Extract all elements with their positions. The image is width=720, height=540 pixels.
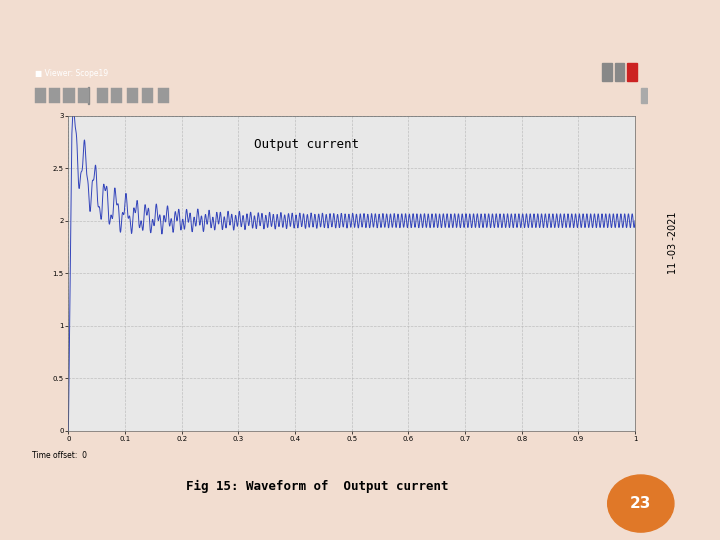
Bar xyxy=(97,88,108,103)
Bar xyxy=(641,89,647,103)
Text: 11 -03 -2021: 11 -03 -2021 xyxy=(668,212,678,274)
Bar xyxy=(602,63,612,82)
Bar xyxy=(111,88,122,103)
Text: Fig 15: Waveform of  Output current: Fig 15: Waveform of Output current xyxy=(186,480,448,492)
Text: 23: 23 xyxy=(630,496,652,511)
Bar xyxy=(158,88,168,103)
Bar xyxy=(35,88,46,103)
Bar xyxy=(78,88,89,103)
Text: ■ Viewer: Scope19: ■ Viewer: Scope19 xyxy=(35,69,108,78)
Bar xyxy=(88,87,89,104)
Text: Time offset:  0: Time offset: 0 xyxy=(32,451,87,460)
Text: Output current: Output current xyxy=(254,138,359,151)
Bar xyxy=(63,88,75,103)
Bar xyxy=(49,88,60,103)
Bar xyxy=(142,88,153,103)
Bar xyxy=(127,88,138,103)
Bar xyxy=(615,63,624,82)
Bar xyxy=(627,63,637,82)
Circle shape xyxy=(608,475,674,532)
